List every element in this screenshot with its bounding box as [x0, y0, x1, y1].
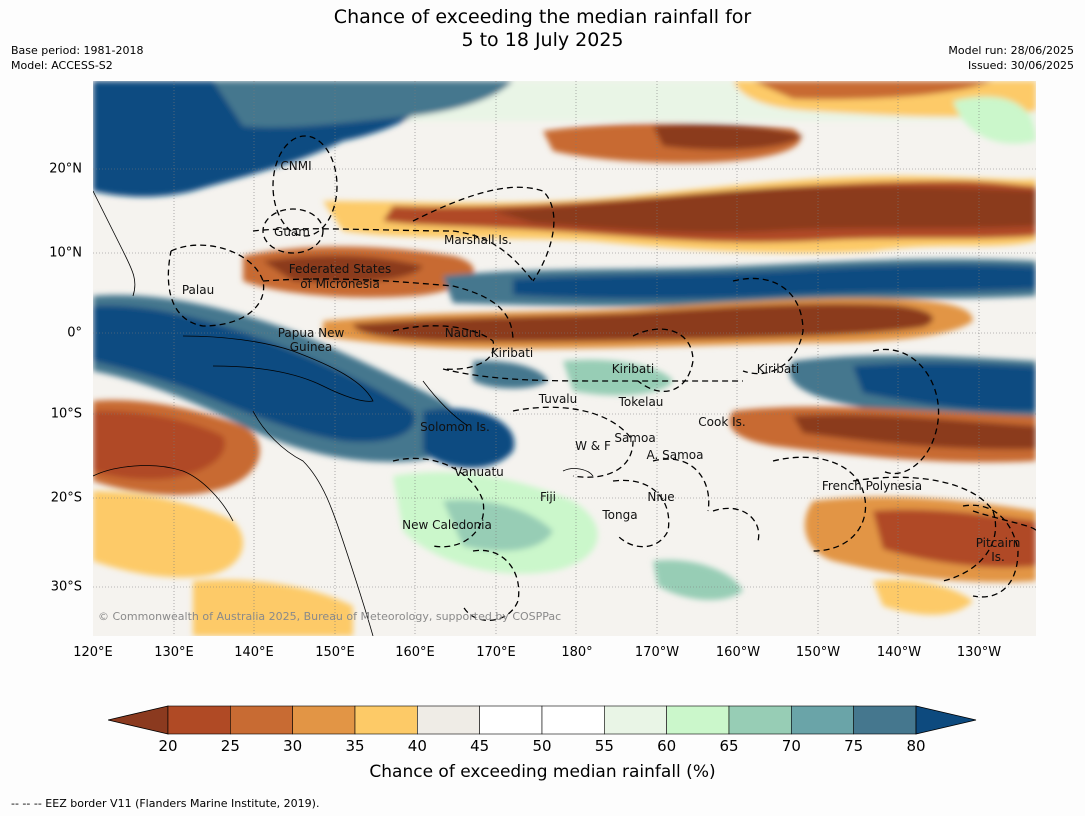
- map-title: Chance of exceeding the median rainfall …: [0, 6, 1085, 52]
- x-tick-label: 130°E: [154, 645, 194, 660]
- colorbar-tick-label: 70: [781, 737, 801, 755]
- rainfall-field: [93, 81, 1036, 636]
- label-fiji: Fiji: [539, 490, 557, 504]
- colorbar-segment: [292, 705, 356, 735]
- colorbar-tick-label: 20: [158, 737, 178, 755]
- colorbar-low-extension: [108, 705, 169, 735]
- model-name: Model: ACCESS-S2: [11, 59, 113, 72]
- label-tokelau: Tokelau: [618, 395, 664, 409]
- x-tick-label: 150°E: [315, 645, 355, 660]
- colorbar-segment: [791, 705, 854, 735]
- label-nauru: Nauru: [444, 326, 482, 340]
- x-tick-label: 170°W: [634, 645, 680, 660]
- colorbar-high-extension: [915, 705, 977, 735]
- colorbar-segment: [354, 705, 418, 735]
- y-tick-label: 20°N: [49, 161, 82, 177]
- colorbar-tick-label: 25: [220, 737, 240, 755]
- colorbar-segment: [666, 705, 730, 735]
- colorbar-tick-label: 75: [844, 737, 864, 755]
- label-palau: Palau: [181, 283, 215, 297]
- colorbar-segment: [167, 705, 231, 735]
- x-tick-label: 160°E: [395, 645, 435, 660]
- colorbar-segment: [417, 705, 480, 735]
- label-vanuatu: Vanuatu: [454, 465, 504, 479]
- coastlines: [93, 190, 594, 636]
- meta-left: Base period: 1981-2018 Model: ACCESS-S2: [11, 43, 143, 73]
- label-wallis-futuna: W & F: [575, 439, 611, 453]
- colorbar-tick-label: 80: [906, 737, 926, 755]
- y-tick-label: 30°S: [50, 579, 82, 595]
- label-guam: Guam: [274, 225, 310, 239]
- eez-borders: [167, 135, 1036, 622]
- colorbar-tick-label: 40: [407, 737, 427, 755]
- label-pitcairn-line-2: Is.: [991, 550, 1005, 564]
- x-tick-label: 120°E: [73, 645, 113, 660]
- colorbar-tick-label: 50: [532, 737, 552, 755]
- x-tick-label: 140°W: [876, 645, 922, 660]
- colorbar-segment: [479, 705, 543, 735]
- label-kiribati-central: Kiribati: [611, 362, 655, 376]
- x-tick-label: 180°: [561, 645, 593, 660]
- x-tick-label: 170°E: [476, 645, 516, 660]
- x-tick-label: 130°W: [956, 645, 1002, 660]
- rainfall-map: CNMI Guam Marshall Is. Federated States …: [93, 81, 1036, 636]
- y-tick-label: 10°S: [50, 406, 82, 422]
- colorbar-segment: [853, 705, 917, 735]
- colorbar-tick-label: 45: [470, 737, 490, 755]
- label-pitcairn-line-1: Pitcairn: [975, 536, 1021, 550]
- label-fsm-line-2: of Micronesia: [300, 277, 380, 291]
- map-grid: [93, 81, 1036, 636]
- colorbar-segment: [728, 705, 792, 735]
- x-tick-label: 150°W: [795, 645, 841, 660]
- meta-right: Model run: 28/06/2025 Issued: 30/06/2025: [948, 43, 1074, 73]
- y-tick-label: 10°N: [49, 245, 82, 261]
- label-fsm-line-1: Federated States: [288, 262, 392, 276]
- map-canvas: [93, 81, 1036, 636]
- label-french-polynesia: French Polynesia: [821, 479, 923, 493]
- colorbar: [108, 705, 977, 735]
- colorbar-segment: [230, 705, 293, 735]
- copyright-notice: © Commonwealth of Australia 2025, Bureau…: [98, 610, 562, 623]
- colorbar-tick-label: 60: [657, 737, 677, 755]
- label-png-line-1: Papua New: [277, 326, 345, 340]
- y-tick-label: 20°S: [50, 490, 82, 506]
- title-line-2: 5 to 18 July 2025: [461, 29, 624, 51]
- colorbar-tick-label: 30: [283, 737, 303, 755]
- x-tick-label: 140°E: [234, 645, 274, 660]
- eez-footnote: -- -- -- EEZ border V11 (Flanders Marine…: [11, 797, 320, 810]
- colorbar-tick-label: 35: [345, 737, 365, 755]
- label-png-line-2: Guinea: [289, 340, 333, 354]
- colorbar-title: Chance of exceeding median rainfall (%): [369, 762, 716, 782]
- colorbar-segment: [541, 705, 605, 735]
- label-marshall-islands: Marshall Is.: [444, 233, 512, 247]
- model-run: Model run: 28/06/2025: [948, 44, 1074, 57]
- base-period: Base period: 1981-2018: [11, 44, 144, 57]
- label-niue: Niue: [647, 490, 675, 504]
- label-new-caledonia: New Caledonia: [402, 518, 492, 532]
- colorbar-tick-label: 65: [719, 737, 739, 755]
- label-cook-islands: Cook Is.: [698, 415, 746, 429]
- issued-date: Issued: 30/06/2025: [967, 59, 1074, 72]
- label-kiribati-east: Kiribati: [756, 362, 800, 376]
- colorbar-tick-label: 55: [594, 737, 614, 755]
- label-samoa: Samoa: [614, 431, 656, 445]
- label-kiribati-west: Kiribati: [490, 346, 534, 360]
- colorbar-segment: [604, 705, 667, 735]
- label-tonga: Tonga: [602, 508, 638, 522]
- colorbar-segments: [167, 705, 917, 735]
- title-line-1: Chance of exceeding the median rainfall …: [333, 6, 752, 28]
- label-solomon-islands: Solomon Is.: [420, 420, 490, 434]
- label-cnmi: CNMI: [280, 159, 312, 173]
- y-tick-label: 0°: [67, 325, 82, 341]
- label-tuvalu: Tuvalu: [538, 392, 578, 406]
- x-tick-label: 160°W: [715, 645, 761, 660]
- label-american-samoa: A. Samoa: [646, 448, 704, 462]
